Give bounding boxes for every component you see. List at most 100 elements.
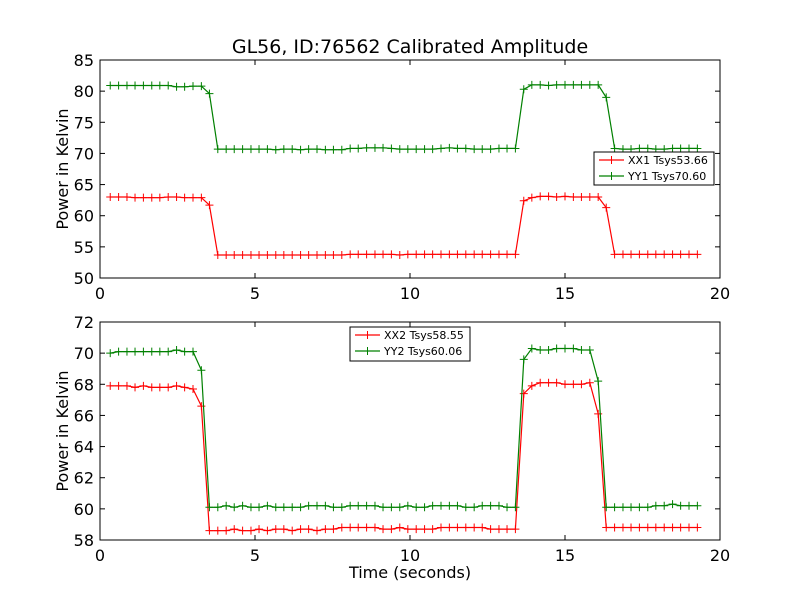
data-point [346,523,355,532]
data-point [643,144,652,153]
data-point [329,503,338,512]
data-point [197,82,206,91]
data-point [511,144,520,153]
data-point [139,193,148,202]
data-point [313,526,321,535]
data-point [544,346,553,355]
data-point [172,346,181,355]
data-point [470,250,479,259]
series-line [110,347,698,508]
data-point [189,384,197,393]
data-point [437,523,445,532]
data-point [585,378,594,387]
data-point [362,501,371,510]
legend-marker [363,347,372,355]
data-point [230,503,239,512]
y-tick-label: 72 [74,313,94,332]
data-point [362,523,371,532]
data-point [304,525,313,534]
data-point [279,250,288,259]
y-tick-label: 80 [74,82,94,101]
data-point [255,503,264,512]
data-point [313,501,321,510]
data-point [618,503,627,512]
data-point [602,203,611,212]
data-point [114,193,123,202]
data-point [519,196,528,205]
data-point [668,144,677,153]
data-point [470,503,479,512]
data-point [478,250,487,259]
data-point [561,380,569,389]
data-point [461,144,470,153]
data-point [238,501,247,510]
x-tick-label: 10 [400,284,420,303]
data-point [685,250,693,259]
data-point [610,503,619,512]
data-point [263,145,272,154]
y-tick-label: 55 [74,238,94,257]
legend-marker [363,331,372,339]
data-point [255,250,264,259]
data-point [486,525,495,534]
data-point [685,501,693,510]
data-point [618,250,627,259]
data-point [263,250,272,259]
data-point [420,525,429,534]
data-point [172,381,181,390]
x-axis-label: Time (seconds) [348,563,471,582]
data-point [122,347,131,356]
y-tick-label: 68 [74,375,94,394]
data-point [246,145,255,154]
data-point [395,250,404,259]
data-point [461,250,470,259]
data-point [420,503,429,512]
data-point [288,250,297,259]
data-point [370,250,379,259]
data-point [106,349,115,358]
data-point [346,250,355,259]
data-point [651,250,660,259]
data-point [412,250,421,259]
series-line [110,382,698,532]
data-point [453,144,462,153]
data-point [478,523,487,532]
data-point [544,81,553,90]
legend-marker [607,156,616,164]
data-point [503,525,512,534]
data-point [569,380,578,389]
data-point [594,193,603,202]
y-tick-label: 60 [74,500,94,519]
data-point [362,143,371,152]
data-point [238,145,247,154]
data-point [271,145,280,154]
data-point [172,193,181,202]
y-tick-label: 58 [74,531,94,550]
x-tick-label: 0 [95,284,105,303]
data-point [569,80,578,89]
data-point [643,503,652,512]
data-point [412,145,421,154]
data-point [147,383,156,392]
data-point [213,526,222,535]
data-point [346,501,355,510]
x-tick-label: 15 [555,546,575,565]
data-point [271,525,280,534]
data-point [660,523,669,532]
data-point [668,523,677,532]
data-point [552,344,561,353]
data-point [213,145,222,154]
chart-title: GL56, ID:76562 Calibrated Amplitude [232,36,588,58]
y-axis-label: Power in Kelvin [53,370,72,491]
data-point [610,523,619,532]
data-point [643,523,652,532]
data-point [197,366,206,375]
data-point [527,344,536,353]
data-point [296,250,305,259]
data-point [494,144,503,153]
data-point [445,501,454,510]
data-point [519,389,528,398]
data-point [470,145,479,154]
y-tick-label: 65 [74,176,94,195]
data-point [321,501,330,510]
